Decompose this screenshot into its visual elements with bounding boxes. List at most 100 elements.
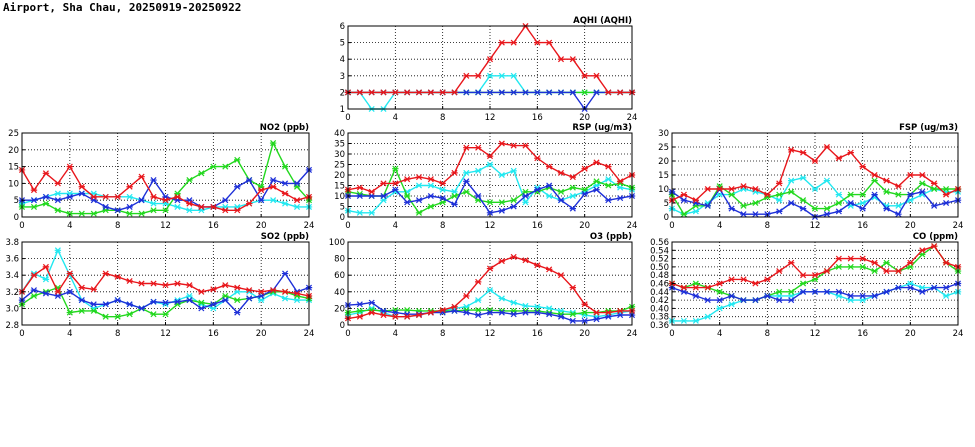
- x-tick-label: 0: [19, 221, 24, 231]
- data-point: [510, 299, 517, 306]
- data-point: [680, 191, 688, 198]
- data-point: [463, 89, 470, 96]
- data-point: [269, 183, 277, 190]
- data-point: [486, 153, 494, 160]
- data-point: [474, 192, 482, 200]
- data-point: [907, 191, 914, 198]
- data-point: [522, 89, 529, 96]
- data-point: [847, 199, 854, 207]
- data-point: [403, 176, 411, 183]
- data-point: [210, 163, 217, 170]
- data-point: [162, 282, 169, 289]
- x-tick-label: 8: [765, 221, 770, 231]
- data-point: [54, 288, 62, 295]
- data-point: [942, 191, 950, 198]
- data-point: [90, 307, 97, 314]
- data-point: [569, 192, 577, 200]
- data-point: [114, 207, 121, 214]
- data-point: [403, 199, 411, 206]
- data-point: [593, 309, 600, 316]
- x-tick-label: 24: [304, 221, 315, 231]
- page-title: Airport, Sha Chau, 20250919-20250922: [3, 1, 242, 14]
- data-point: [871, 171, 878, 179]
- data-point: [427, 182, 435, 189]
- data-point: [498, 295, 506, 302]
- data-point: [883, 205, 890, 212]
- chart-title: FSP (ug/m3): [899, 123, 958, 133]
- data-point: [557, 197, 565, 204]
- data-point: [522, 142, 529, 149]
- data-point: [42, 276, 50, 283]
- y-tick-label: 20: [658, 157, 669, 167]
- y-tick-label: 100: [329, 238, 345, 248]
- x-tick-label: 12: [810, 329, 821, 339]
- y-tick-label: 0: [340, 321, 345, 331]
- data-point: [54, 180, 62, 187]
- data-point: [90, 286, 97, 293]
- data-point: [42, 170, 50, 177]
- data-point: [66, 210, 74, 217]
- x-tick-label: 8: [440, 113, 445, 123]
- data-point: [126, 203, 133, 210]
- data-point: [835, 208, 843, 215]
- y-tick-label: 3: [340, 72, 345, 82]
- data-point: [198, 288, 205, 295]
- chart-title: RSP (ug/m3): [572, 123, 632, 133]
- data-point: [174, 280, 181, 287]
- data-point: [510, 89, 517, 96]
- data-point: [162, 207, 169, 214]
- data-point: [811, 272, 819, 279]
- data-point: [66, 309, 74, 316]
- data-point: [510, 39, 517, 46]
- data-point: [439, 89, 446, 96]
- data-point: [66, 193, 74, 200]
- data-point: [356, 184, 364, 191]
- data-point: [907, 259, 914, 266]
- data-point: [174, 203, 181, 210]
- data-point: [919, 171, 926, 179]
- data-point: [439, 307, 446, 314]
- data-point: [605, 89, 612, 96]
- data-point: [269, 197, 277, 204]
- data-point: [522, 192, 529, 200]
- data-point: [680, 317, 688, 324]
- data-point: [126, 210, 133, 217]
- x-tick-label: 16: [208, 329, 219, 339]
- data-point: [78, 297, 85, 304]
- data-point: [942, 185, 950, 193]
- y-tick-label: 20: [334, 171, 345, 181]
- y-tick-label: 4: [340, 55, 345, 65]
- data-point: [545, 89, 553, 96]
- x-tick-label: 4: [393, 113, 398, 123]
- data-point: [680, 197, 688, 204]
- data-point: [498, 207, 506, 214]
- data-point: [415, 89, 423, 96]
- x-tick-label: 8: [115, 329, 120, 339]
- data-point: [605, 163, 612, 170]
- data-point: [740, 211, 747, 218]
- y-tick-label: 3.8: [5, 238, 19, 248]
- x-tick-label: 20: [905, 221, 916, 231]
- data-point: [616, 178, 624, 185]
- data-point: [150, 311, 157, 318]
- x-tick-label: 12: [810, 221, 821, 231]
- x-tick-label: 24: [627, 113, 638, 123]
- data-point: [474, 278, 482, 285]
- data-point: [392, 313, 399, 320]
- data-point: [246, 287, 253, 294]
- data-point: [787, 259, 795, 266]
- data-point: [222, 197, 229, 204]
- data-point: [522, 199, 529, 206]
- data-point: [581, 89, 588, 96]
- data-point: [427, 192, 435, 200]
- data-point: [847, 263, 854, 270]
- chart-co: 0.360.380.400.420.440.460.480.500.520.54…: [650, 232, 963, 339]
- data-point: [835, 255, 843, 262]
- data-point: [368, 299, 375, 306]
- y-tick-label: 1: [340, 105, 345, 115]
- data-point: [776, 191, 783, 198]
- data-point: [198, 299, 205, 306]
- data-point: [605, 176, 612, 183]
- data-point: [823, 177, 831, 184]
